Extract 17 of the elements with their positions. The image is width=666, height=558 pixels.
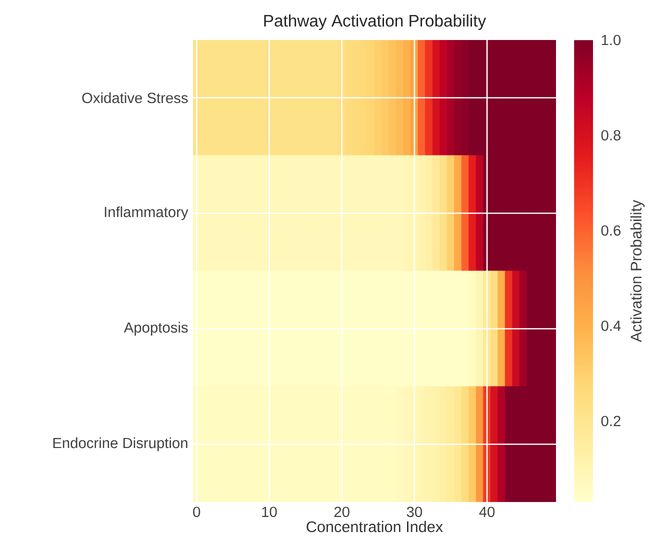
x-tick-label: 30: [406, 506, 422, 518]
x-tick-label: 0: [193, 506, 200, 518]
color-bar-label: 0.6: [601, 225, 621, 236]
x-tick-label: 20: [334, 506, 350, 518]
x-tick-label: 10: [262, 506, 277, 518]
color-bar-title: Activation Probability: [630, 200, 645, 342]
y-tick-label: Apoptosis: [124, 322, 188, 336]
y-tick-label: Endocrine Disruption: [53, 437, 188, 452]
chart-title: Pathway Activation Probability: [264, 14, 486, 30]
color-bar-label: 0.2: [601, 416, 620, 426]
color-bar-label: 0.8: [601, 130, 621, 140]
x-tick-label: 40: [479, 506, 495, 518]
color-bar-label: 0.4: [601, 320, 621, 331]
x-axis-title: Concentration Index: [306, 520, 443, 532]
color-bar-label: 1.0: [602, 34, 621, 46]
y-tick-label: Inflammatory: [104, 206, 188, 220]
y-tick-label: Oxidative Stress: [82, 92, 188, 104]
